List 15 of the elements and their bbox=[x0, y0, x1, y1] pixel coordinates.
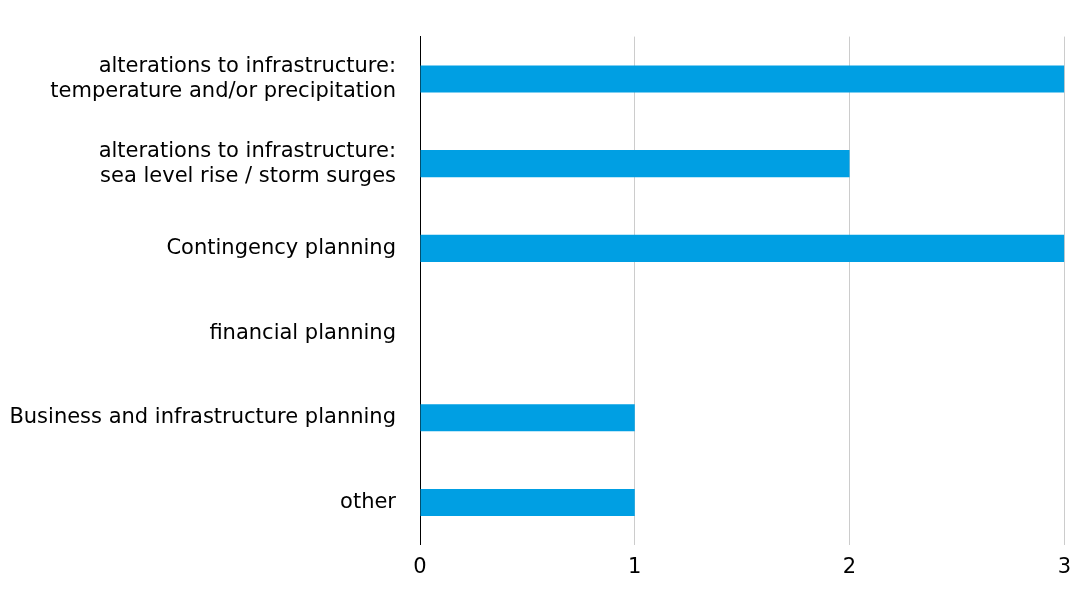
bar bbox=[420, 234, 1065, 262]
x-tick-label: 2 bbox=[842, 553, 857, 578]
bar bbox=[420, 488, 635, 516]
bar bbox=[420, 65, 1065, 93]
x-tick-label: 1 bbox=[628, 553, 642, 578]
y-tick-label: financial planning bbox=[209, 319, 396, 344]
x-tick-label: 3 bbox=[1057, 553, 1072, 578]
y-tick-label: Business and infrastructure planning bbox=[9, 404, 396, 429]
y-tick-label: alterations to infrastructure: sea level rise / storm surges bbox=[98, 137, 396, 187]
bar bbox=[420, 404, 635, 432]
y-tick-label: alterations to infrastructure: temperature and/or precipitation bbox=[50, 52, 396, 102]
y-tick-label: other bbox=[340, 488, 397, 513]
bar bbox=[420, 150, 850, 178]
y-tick-label: Contingency planning bbox=[166, 234, 396, 259]
x-tick-label: 0 bbox=[413, 553, 427, 578]
